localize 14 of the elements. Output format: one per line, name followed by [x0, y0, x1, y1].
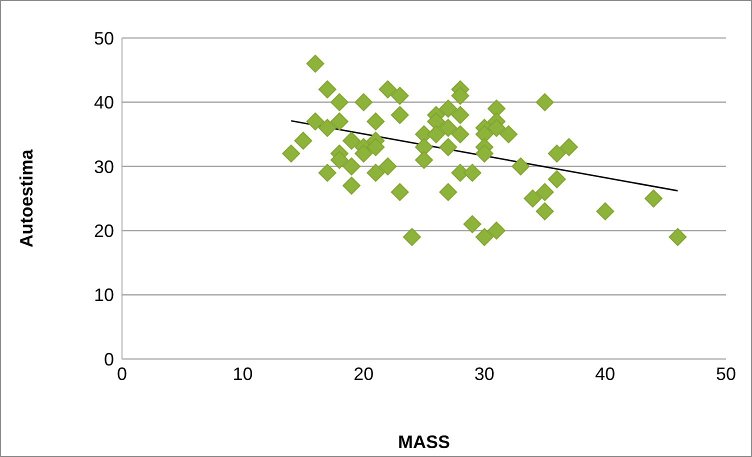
x-tick-label: 10 — [232, 364, 253, 384]
x-tick-label: 50 — [716, 364, 736, 384]
y-tick-label: 10 — [94, 285, 114, 306]
y-tick-label: 30 — [94, 156, 114, 177]
x-axis-title: MASS — [398, 432, 450, 452]
y-tick-label: 0 — [104, 349, 114, 370]
y-tick-label: 20 — [94, 220, 114, 241]
x-tick-label: 20 — [354, 364, 374, 384]
y-tick-label: 40 — [94, 92, 114, 113]
y-axis-title: Autoestima — [16, 148, 36, 248]
y-tick-label: 50 — [94, 28, 114, 48]
x-tick-label: 40 — [595, 364, 616, 384]
x-tick-label: 30 — [474, 364, 494, 384]
x-tick-label: 0 — [116, 364, 128, 384]
